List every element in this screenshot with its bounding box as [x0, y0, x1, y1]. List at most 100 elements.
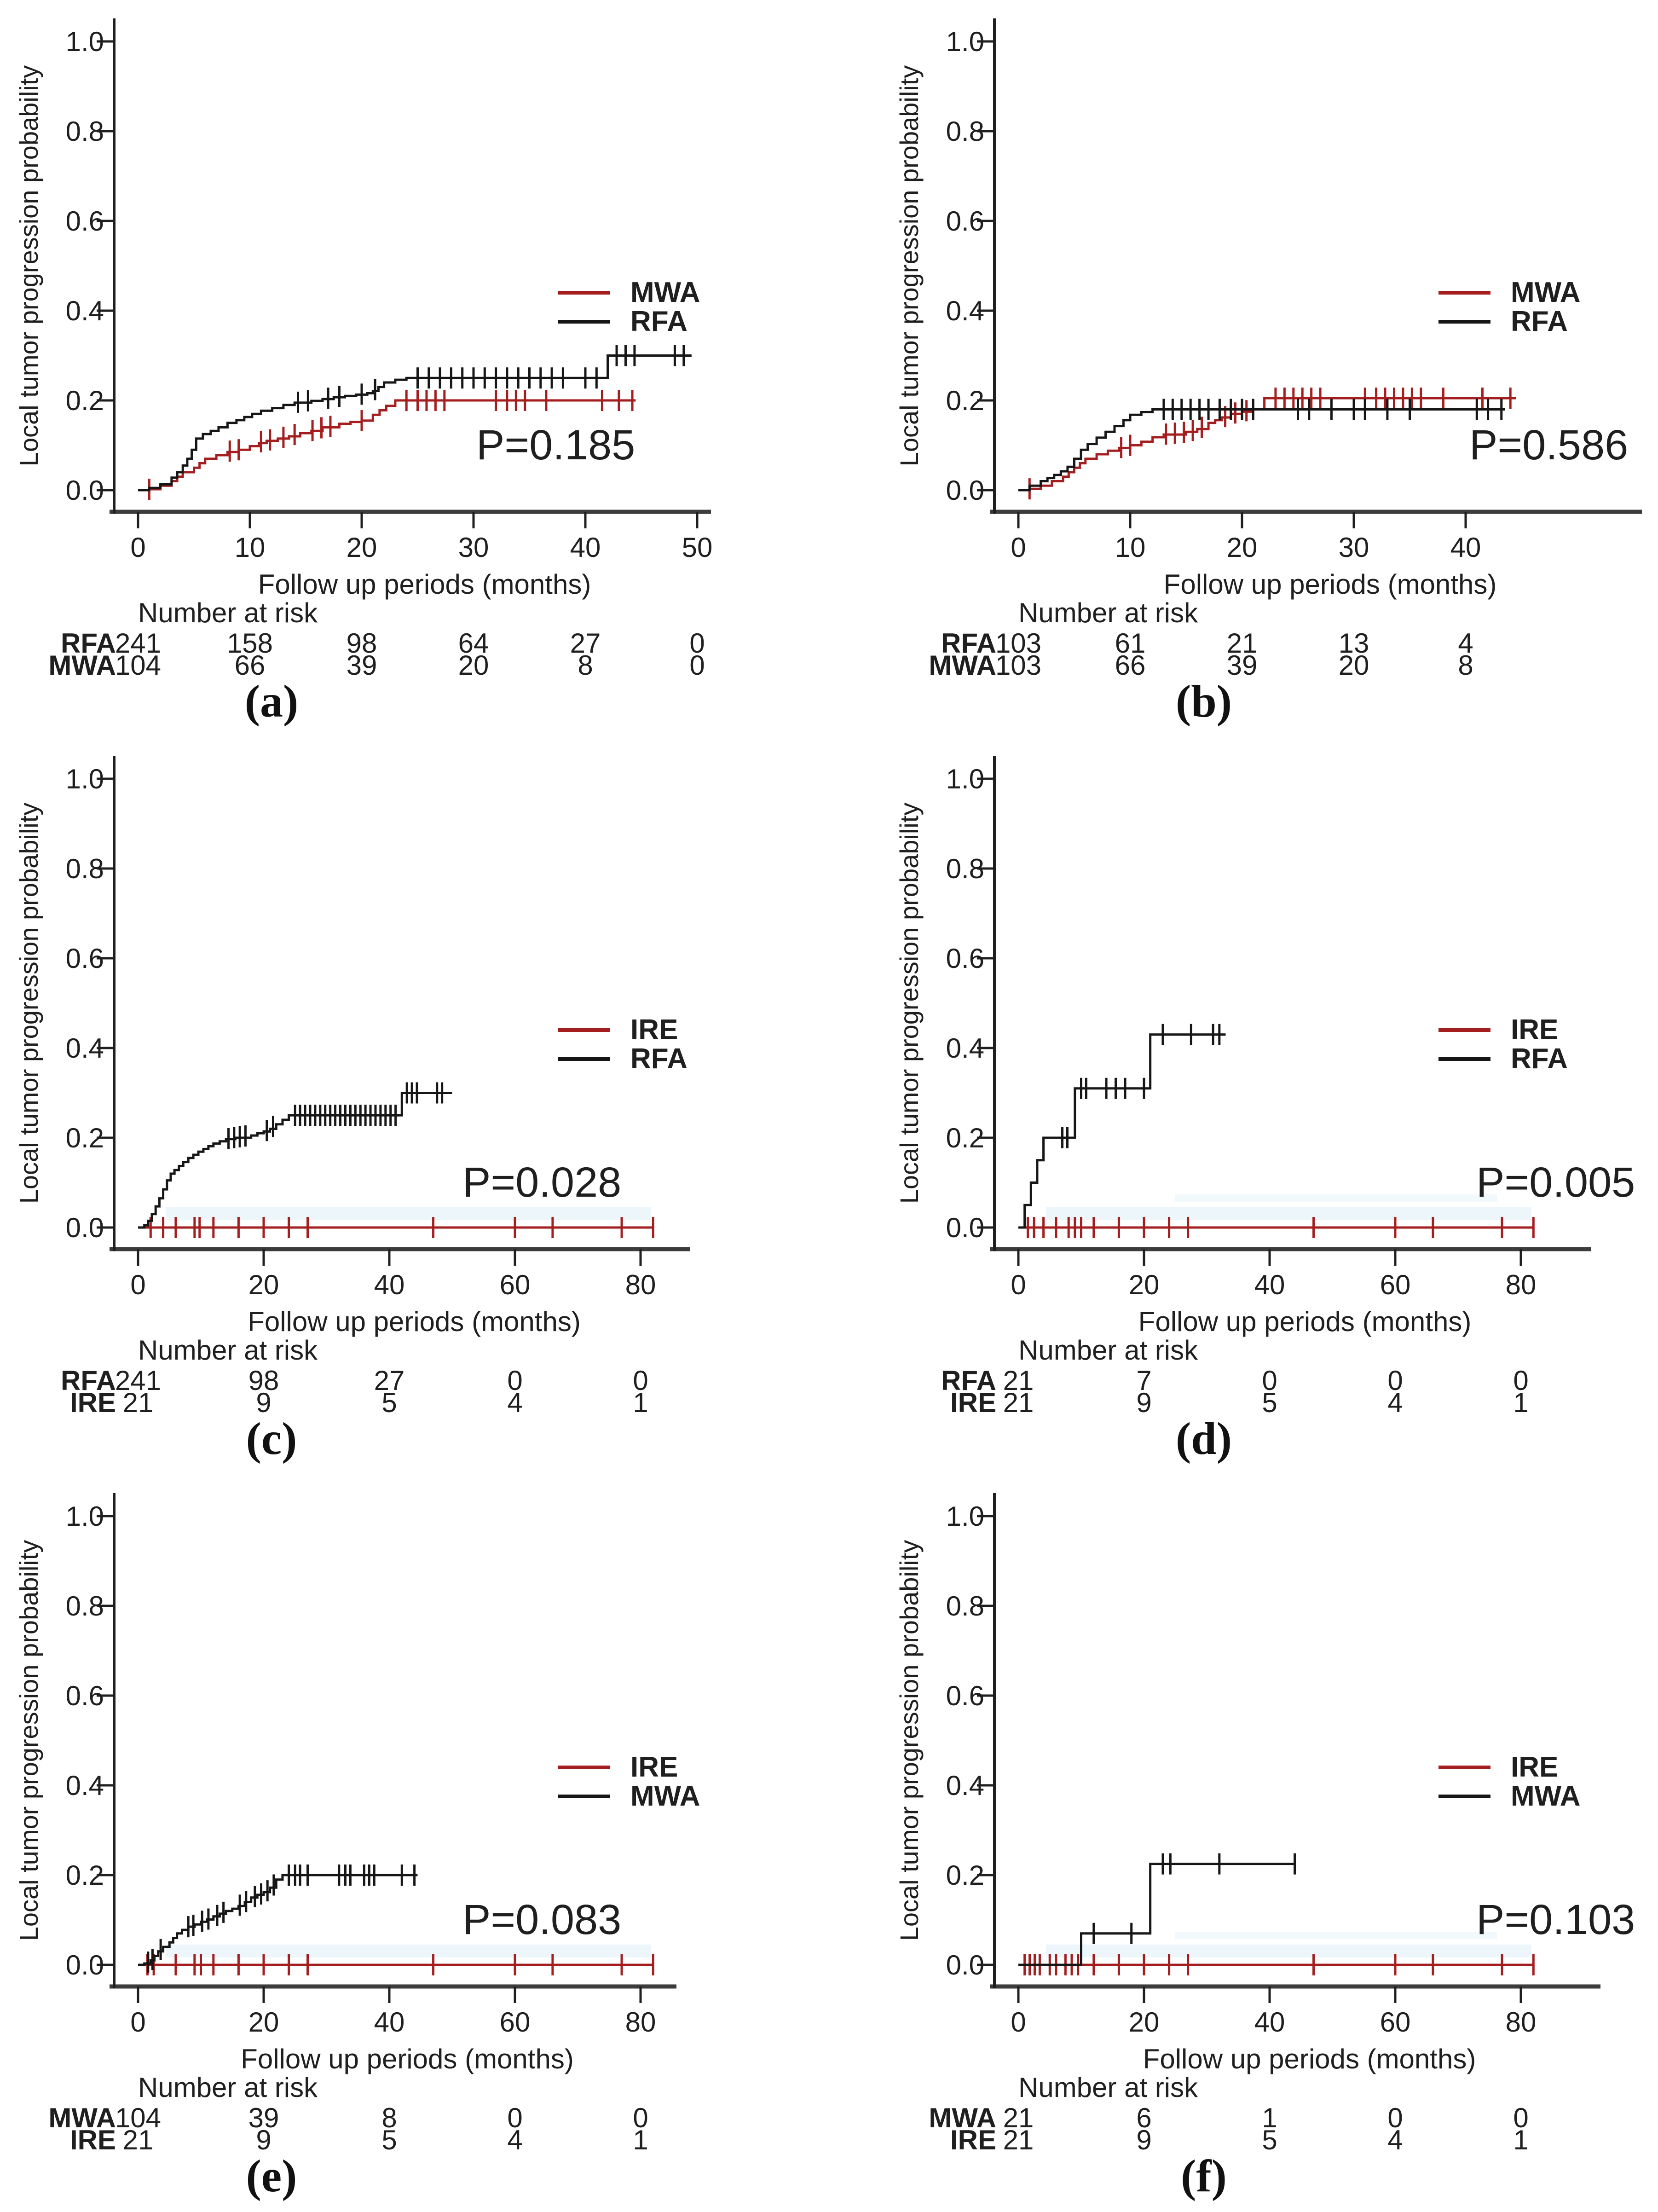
risk-row-label-RFA: RFA [61, 1365, 116, 1396]
risk-count: 5 [381, 1387, 397, 1415]
legend-label-IRE: IRE [630, 1751, 678, 1783]
risk-count: 0 [689, 628, 705, 659]
risk-count: 39 [1227, 650, 1258, 677]
risk-count: 27 [374, 1365, 405, 1396]
y-tick-label: 0.8 [66, 1591, 104, 1621]
y-axis-title: Local tumor progression probability [14, 803, 43, 1204]
risk-count: 9 [256, 2125, 271, 2152]
legend-label-MWA: MWA [1511, 277, 1581, 308]
censor-marks-RFA [296, 345, 685, 413]
y-tick-label: 0.2 [66, 1860, 104, 1891]
risk-count: 20 [458, 650, 489, 677]
panel-caption-a: (a) [244, 676, 299, 727]
number-at-risk-title: Number at risk [1018, 1335, 1198, 1366]
y-tick-label: 1.0 [66, 1501, 104, 1532]
number-at-risk-title: Number at risk [138, 597, 318, 628]
x-tick-label: 20 [1227, 532, 1258, 563]
panel-a: 0.0 0.2 0.4 0.6 0.8 1.0 0 10 20 30 40 50 Follow up p… [0, 0, 829, 737]
risk-count: 9 [256, 1387, 271, 1415]
y-axis-title: Local tumor progression probability [14, 1540, 43, 1941]
risk-count: 27 [570, 628, 601, 659]
scan-artifact-band [1175, 1194, 1497, 1202]
y-tick-label: 0.0 [66, 1950, 104, 1980]
y-tick-label: 0.4 [946, 1033, 984, 1064]
y-tick-label: 1.0 [66, 764, 104, 794]
risk-count: 1 [633, 2125, 648, 2152]
risk-count: 13 [1339, 628, 1369, 659]
x-tick-label: 80 [1506, 2007, 1537, 2038]
risk-count: 21 [1003, 1365, 1034, 1396]
km-chart-b: 0.0 0.2 0.4 0.6 0.8 1.0 0 10 20 30 40 Follow up per… [895, 18, 1642, 677]
p-value-label: P=0.005 [1476, 1159, 1635, 1206]
x-tick-label: 20 [1129, 2007, 1160, 2038]
legend-label-MWA: MWA [1511, 1780, 1581, 1812]
x-tick-label: 40 [570, 532, 601, 563]
risk-count: 103 [995, 650, 1041, 677]
x-tick-label: 20 [248, 2007, 279, 2038]
censor-marks-MWA [1092, 1853, 1296, 1944]
km-curve-RFA [138, 1092, 452, 1229]
y-tick-label: 1.0 [946, 764, 984, 794]
p-value-label: P=0.028 [462, 1159, 621, 1206]
risk-count: 104 [115, 2102, 161, 2133]
risk-count: 0 [507, 2102, 522, 2133]
x-tick-label: 40 [1450, 532, 1481, 563]
risk-count: 66 [1115, 650, 1146, 677]
y-tick-label: 0.2 [66, 385, 104, 416]
risk-count: 1 [1513, 2125, 1528, 2152]
panel-b: 0.0 0.2 0.4 0.6 0.8 1.0 0 10 20 30 40 Follow up per… [829, 0, 1658, 737]
x-tick-label: 0 [1011, 532, 1026, 563]
x-tick-label: 40 [1254, 2007, 1285, 2038]
y-tick-label: 0.0 [946, 1950, 984, 1980]
y-tick-label: 0.8 [946, 116, 984, 147]
legend-label-IRE: IRE [1511, 1014, 1558, 1046]
x-tick-label: 20 [248, 1269, 279, 1300]
y-tick-label: 0.4 [66, 1770, 104, 1801]
risk-row-label-MWA: MWA [929, 650, 996, 677]
legend-label-RFA: RFA [1511, 306, 1568, 337]
panel-caption-e: (e) [246, 2150, 297, 2201]
x-tick-label: 0 [130, 532, 145, 563]
risk-row-label-IRE: IRE [950, 2125, 996, 2152]
km-curve-MWA [138, 399, 636, 492]
risk-count: 0 [633, 1365, 648, 1396]
panel-f: 0.0 0.2 0.4 0.6 0.8 1.0 0 20 40 60 80 Follow up per… [829, 1475, 1658, 2212]
censor-marks-RFA [1162, 399, 1503, 420]
risk-count: 5 [1262, 2125, 1277, 2152]
risk-count: 0 [1387, 1365, 1403, 1396]
y-tick-label: 0.0 [946, 1212, 984, 1243]
risk-row-label-MWA: MWA [48, 650, 116, 677]
y-tick-label: 0.6 [66, 206, 104, 237]
number-at-risk-title: Number at risk [138, 1335, 318, 1366]
legend-label-RFA: RFA [630, 1043, 687, 1075]
risk-count: 21 [123, 1387, 154, 1415]
legend-label-RFA: RFA [1511, 1043, 1568, 1075]
risk-count: 4 [1387, 2125, 1403, 2152]
x-axis-title: Follow up periods (months) [258, 569, 591, 600]
km-curve-RFA [1018, 408, 1505, 492]
risk-count: 241 [115, 628, 161, 659]
x-tick-label: 0 [1011, 2007, 1026, 2038]
legend-label-MWA: MWA [630, 277, 700, 308]
risk-count: 39 [248, 2102, 279, 2133]
km-curve-MWA [1018, 1863, 1295, 1966]
y-tick-label: 0.2 [946, 1860, 984, 1891]
x-axis-title: Follow up periods (months) [241, 2044, 574, 2074]
risk-count: 21 [123, 2125, 154, 2152]
scan-artifact-band [1175, 1932, 1497, 1939]
risk-count: 21 [1003, 1387, 1034, 1415]
x-tick-label: 60 [500, 1269, 531, 1300]
panel-d: 0.0 0.2 0.4 0.6 0.8 1.0 0 20 40 60 80 Follow up per… [829, 737, 1658, 1475]
risk-count: 20 [1339, 650, 1369, 677]
risk-count: 7 [1136, 1365, 1151, 1396]
risk-count: 241 [115, 1365, 161, 1396]
scan-artifact-band [166, 1207, 651, 1220]
risk-count: 9 [1136, 1387, 1151, 1415]
x-tick-label: 80 [625, 1269, 656, 1300]
panel-caption-b: (b) [1175, 676, 1232, 727]
risk-count: 64 [458, 628, 489, 659]
risk-count: 21 [1003, 2102, 1034, 2133]
